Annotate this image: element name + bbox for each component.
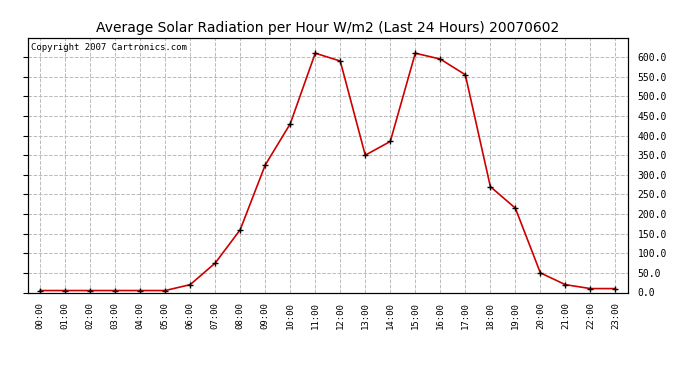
Title: Average Solar Radiation per Hour W/m2 (Last 24 Hours) 20070602: Average Solar Radiation per Hour W/m2 (L… [96,21,560,35]
Text: Copyright 2007 Cartronics.com: Copyright 2007 Cartronics.com [30,43,186,52]
